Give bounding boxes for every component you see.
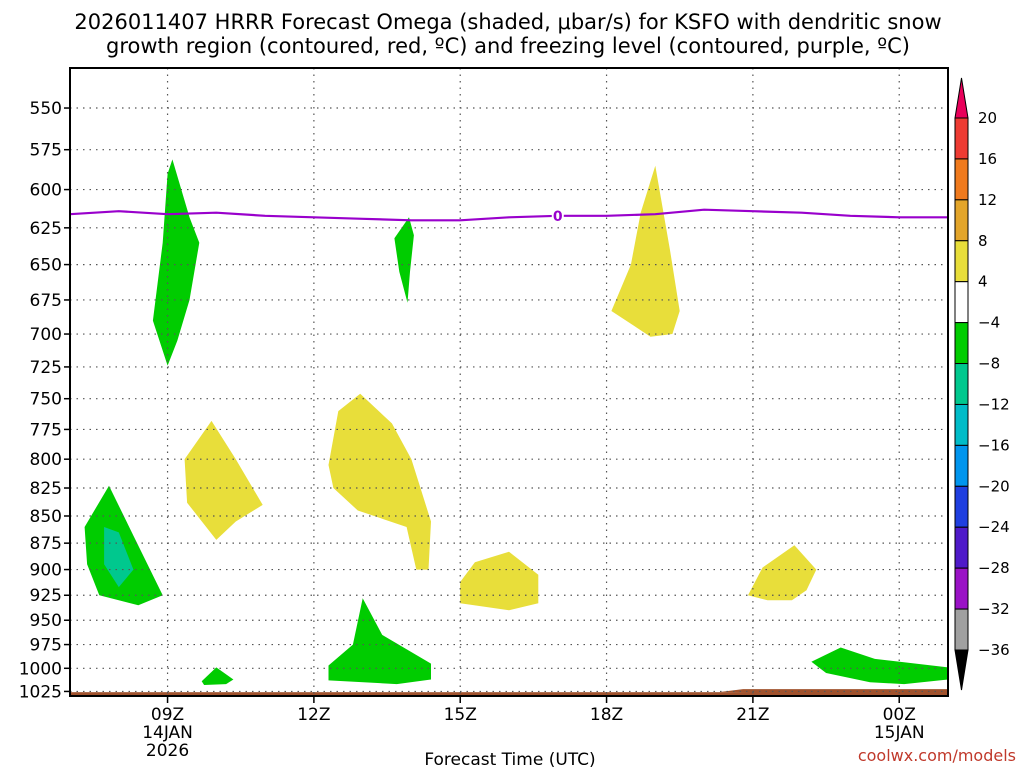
chart-title-line2: growth region (contoured, red, ºC) and f… — [106, 34, 910, 58]
omega-region-3 — [104, 527, 134, 588]
credit-label: coolwx.com/models — [858, 746, 1016, 765]
x-tick-year: 2026 — [146, 741, 189, 761]
y-tick-label: 775 — [30, 420, 62, 440]
colorbar: 20 16 12 8 4 −4 −8 −12 −16 −20 −24 −28 −32 −36 — [954, 77, 1010, 691]
freezing-level-layer: 0 — [69, 206, 948, 225]
colorbar-segment — [954, 444, 969, 487]
y-tick-label: 925 — [30, 586, 62, 606]
omega-region-6 — [811, 647, 948, 685]
x-tick-date: 14JAN — [142, 723, 193, 743]
omega-region-5 — [201, 667, 234, 685]
colorbar-label: 16 — [978, 150, 997, 168]
y-tick-label: 650 — [30, 256, 62, 276]
y-tick-label: 725 — [30, 358, 62, 378]
y-tick-label: 700 — [30, 325, 62, 345]
colorbar-segment — [954, 363, 969, 405]
colorbar-label: −32 — [978, 600, 1010, 618]
plot-grid — [70, 68, 948, 696]
freezing-level-label-bg — [551, 206, 564, 224]
ground-strip — [70, 692, 948, 696]
y-tick-label: 1000 — [19, 659, 62, 679]
x-tick-label: 09Z — [151, 705, 184, 725]
colorbar-segment — [954, 199, 969, 242]
colorbar-segment — [954, 608, 969, 651]
colorbar-label: 20 — [978, 109, 997, 127]
x-tick-label: 15Z — [444, 705, 477, 725]
y-tick-label: 950 — [30, 611, 62, 631]
colorbar-label: 8 — [978, 232, 988, 250]
y-tick-label: 800 — [30, 450, 62, 470]
y-tick-label: 600 — [30, 181, 62, 201]
y-axis: 550 575 600 625 650 675 700 725 750 775 800 825 850 8… — [19, 99, 70, 702]
freezing-level-label: 0 — [553, 209, 563, 225]
omega-region-8 — [184, 420, 263, 540]
omega-region-9 — [328, 393, 431, 570]
omega-region-4 — [328, 598, 431, 685]
y-tick-label: 875 — [30, 534, 62, 554]
colorbar-segment — [954, 281, 969, 324]
chart-title-line1: 2026011407 HRRR Forecast Omega (shaded, … — [74, 10, 941, 34]
y-tick-label: 825 — [30, 479, 62, 499]
omega-region-0 — [152, 159, 200, 366]
colorbar-segment — [954, 567, 969, 610]
x-axis-label: Forecast Time (UTC) — [424, 750, 595, 768]
x-tick-label: 18Z — [590, 705, 623, 725]
x-tick-date: 15JAN — [874, 723, 925, 743]
y-tick-label: 900 — [30, 561, 62, 581]
omega-region-11 — [748, 545, 817, 601]
colorbar-segment — [954, 485, 969, 528]
y-tick-label: 575 — [30, 141, 62, 161]
colorbar-label: −12 — [978, 395, 1010, 413]
y-tick-label: 850 — [30, 507, 62, 527]
colorbar-segment — [954, 322, 969, 365]
colorbar-label: 4 — [978, 273, 988, 291]
omega-region-1 — [394, 217, 414, 303]
colorbar-segment — [954, 158, 969, 201]
colorbar-segment — [954, 240, 969, 283]
ground-strip-rise — [718, 689, 948, 695]
y-tick-label: 750 — [30, 390, 62, 410]
colorbar-segment — [954, 117, 969, 160]
omega-region-7 — [611, 165, 680, 337]
plot-frame — [69, 67, 949, 697]
y-tick-label: 1025 — [19, 682, 62, 702]
omega-region-10 — [460, 551, 539, 611]
colorbar-label: −36 — [978, 641, 1010, 659]
colorbar-label: 12 — [978, 191, 997, 209]
colorbar-top-arrow — [954, 77, 969, 119]
colorbar-label: −28 — [978, 559, 1010, 577]
colorbar-bottom-arrow — [954, 649, 969, 691]
colorbar-label: −24 — [978, 518, 1010, 536]
y-tick-label: 625 — [30, 219, 62, 239]
y-tick-label: 550 — [30, 99, 62, 119]
x-tick-label: 21Z — [736, 705, 769, 725]
colorbar-segment — [954, 526, 969, 569]
colorbar-label: −20 — [978, 477, 1010, 495]
colorbar-label: −8 — [978, 355, 1000, 373]
colorbar-label: −16 — [978, 436, 1010, 454]
y-tick-label: 975 — [30, 636, 62, 656]
colorbar-segment — [954, 403, 969, 446]
x-tick-label: 00Z — [883, 705, 916, 725]
y-tick-label: 675 — [30, 291, 62, 311]
omega-shaded-regions — [70, 159, 948, 696]
colorbar-label: −4 — [978, 314, 1000, 332]
freezing-level-line — [69, 208, 948, 222]
x-tick-label: 12Z — [297, 705, 330, 725]
